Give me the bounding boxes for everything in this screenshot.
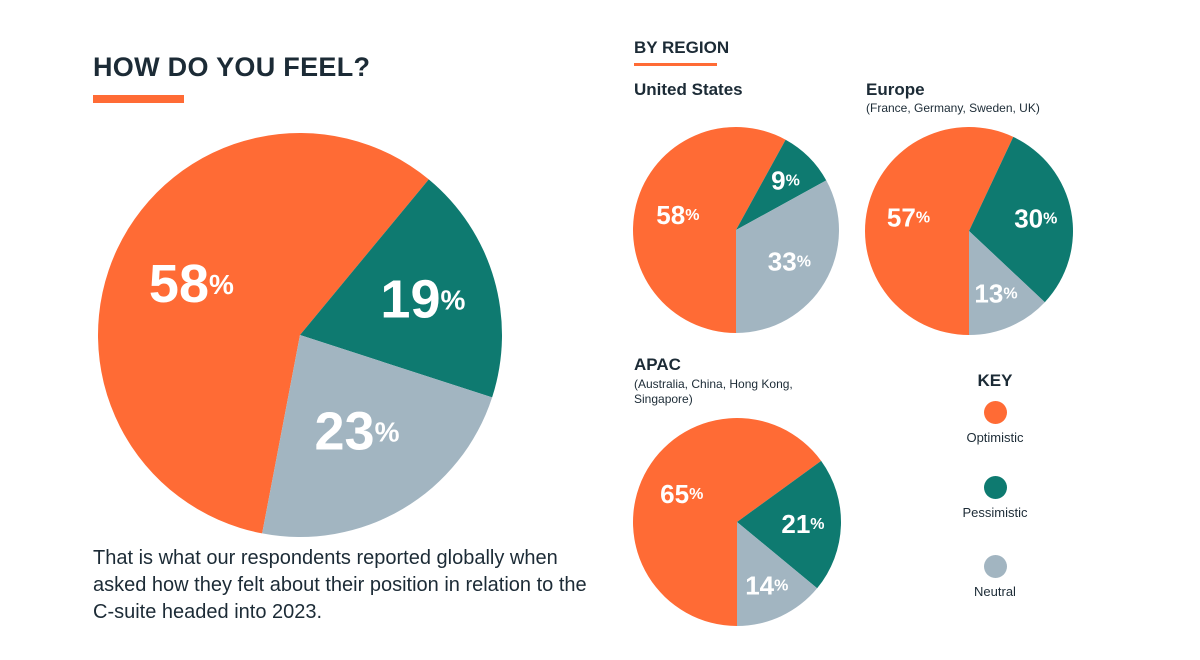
key-item-pessimistic: Pessimistic	[945, 476, 1045, 520]
us-slice-optimistic	[633, 126, 786, 333]
europe-slice-optimistic	[865, 127, 1014, 335]
europe-label-pessimistic: 30%	[1014, 203, 1057, 233]
global-label-optimistic: 58%	[149, 254, 234, 314]
europe-pie-chart: 57% 30% 13%	[865, 127, 1073, 335]
region-title-us: United States	[634, 80, 743, 99]
us-label-neutral: 33%	[768, 247, 811, 277]
pessimistic-swatch	[983, 476, 1007, 499]
key-title: KEY	[977, 371, 1013, 390]
apac-label-optimistic: 65%	[660, 479, 703, 509]
apac-slice-optimistic	[633, 418, 822, 626]
section-accent-rule	[634, 63, 717, 66]
us-pie-chart: 58% 9% 33%	[633, 126, 839, 333]
region-title-apac: APAC	[634, 355, 681, 374]
region-title-europe: Europe	[866, 80, 925, 99]
region-subtitle-apac: (Australia, China, Hong Kong, Singapore)	[634, 377, 793, 406]
europe-label-optimistic: 57%	[887, 202, 930, 232]
global-slice-neutral	[262, 335, 493, 537]
us-slice-neutral	[736, 180, 839, 333]
key-label: Neutral	[974, 584, 1016, 599]
us-label-pessimistic: 9%	[771, 166, 800, 196]
page-title: HOW DO YOU FEEL?	[93, 52, 371, 82]
apac-label-pessimistic: 21%	[781, 509, 824, 539]
caption-text: That is what our respondents reported gl…	[93, 547, 587, 623]
title-accent-rule	[93, 95, 184, 103]
optimistic-swatch	[983, 401, 1007, 424]
neutral-swatch	[983, 555, 1007, 578]
apac-label-neutral: 14%	[745, 570, 788, 600]
global-label-pessimistic: 19%	[380, 269, 465, 329]
key-label: Optimistic	[966, 430, 1024, 445]
global-label-neutral: 23%	[315, 401, 400, 461]
us-slice-pessimistic	[736, 139, 827, 230]
key-label: Pessimistic	[962, 505, 1028, 520]
key-item-optimistic: Optimistic	[945, 401, 1045, 445]
us-label-optimistic: 58%	[656, 200, 699, 230]
europe-slice-pessimistic	[969, 136, 1073, 303]
europe-slice-neutral	[969, 231, 1045, 335]
apac-slice-pessimistic	[737, 460, 841, 589]
apac-slice-neutral	[737, 522, 818, 626]
key-item-neutral: Neutral	[945, 555, 1045, 599]
apac-pie-chart: 65% 21% 14%	[633, 418, 841, 626]
global-slice-optimistic	[97, 133, 429, 534]
global-slice-pessimistic	[300, 179, 502, 398]
global-pie-chart: 58% 19% 23%	[97, 133, 502, 537]
europe-label-neutral: 13%	[974, 278, 1017, 308]
region-subtitle-europe: (France, Germany, Sweden, UK)	[866, 101, 1040, 115]
section-title: BY REGION	[634, 38, 730, 57]
